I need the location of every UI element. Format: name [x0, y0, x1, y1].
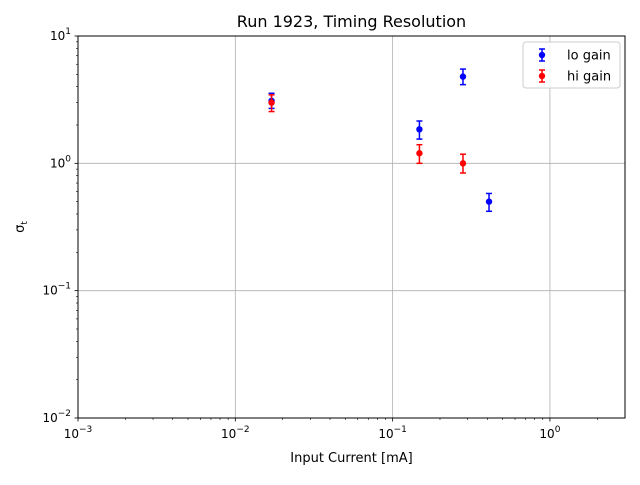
x-tick-label: 10−2 — [221, 425, 250, 441]
plot-frame — [77, 35, 626, 419]
legend-item: hi gain — [538, 69, 611, 85]
y-tick-label: 100 — [50, 154, 71, 170]
x-tick-label: 10−3 — [64, 425, 93, 441]
data-point — [268, 99, 275, 106]
data-point — [459, 160, 467, 167]
y-tick-label-exponent: 1 — [65, 27, 71, 37]
y-tick-label-exponent: −2 — [58, 409, 71, 419]
legend-label: lo gain — [567, 49, 611, 64]
x-tick-label-base: 10 — [378, 427, 393, 441]
x-tick-label-exponent: 0 — [555, 425, 561, 435]
data-point — [459, 73, 467, 80]
y-tick-label-exponent: −1 — [58, 282, 71, 292]
y-tick-label-base: 10 — [50, 29, 65, 43]
legend: lo gain hi gain — [522, 41, 621, 89]
x-tick-label-exponent: −2 — [236, 425, 249, 435]
y-axis-label-subscript: t — [20, 221, 30, 225]
x-tick-label-base: 10 — [539, 427, 554, 441]
x-tick-label-base: 10 — [64, 427, 79, 441]
data-point — [416, 150, 423, 157]
legend-label: hi gain — [567, 70, 611, 85]
legend-frame — [522, 41, 621, 89]
x-tick-label-exponent: −3 — [79, 425, 92, 435]
x-tick-label: 10−1 — [378, 425, 407, 441]
y-axis-label: σt — [13, 221, 30, 233]
y-tick-label-base: 10 — [50, 156, 65, 170]
data-point — [416, 126, 423, 133]
y-tick-label-exponent: 0 — [65, 154, 71, 164]
x-tick-label: 100 — [539, 425, 560, 441]
y-tick-label-base: 10 — [42, 284, 57, 298]
y-tick-label: 10−1 — [42, 282, 71, 298]
legend-item: lo gain — [538, 48, 611, 64]
data-point — [485, 198, 493, 205]
x-axis-label: Input Current [mA] — [290, 451, 412, 466]
y-axis-label-symbol: σ — [13, 225, 28, 233]
legend-marker — [538, 51, 546, 59]
chart-title: Run 1923, Timing Resolution — [237, 12, 466, 31]
grid-lines — [78, 36, 625, 418]
data-points — [268, 68, 493, 213]
y-tick-label-base: 10 — [42, 411, 57, 425]
series-hi-gain — [268, 94, 467, 174]
y-axis-label-group: σt — [13, 221, 30, 233]
y-tick-label: 101 — [50, 27, 71, 43]
x-tick-label-exponent: −1 — [394, 425, 407, 435]
legend-marker — [538, 72, 546, 80]
x-tick-label-base: 10 — [221, 427, 236, 441]
y-tick-label: 10−2 — [42, 409, 71, 425]
